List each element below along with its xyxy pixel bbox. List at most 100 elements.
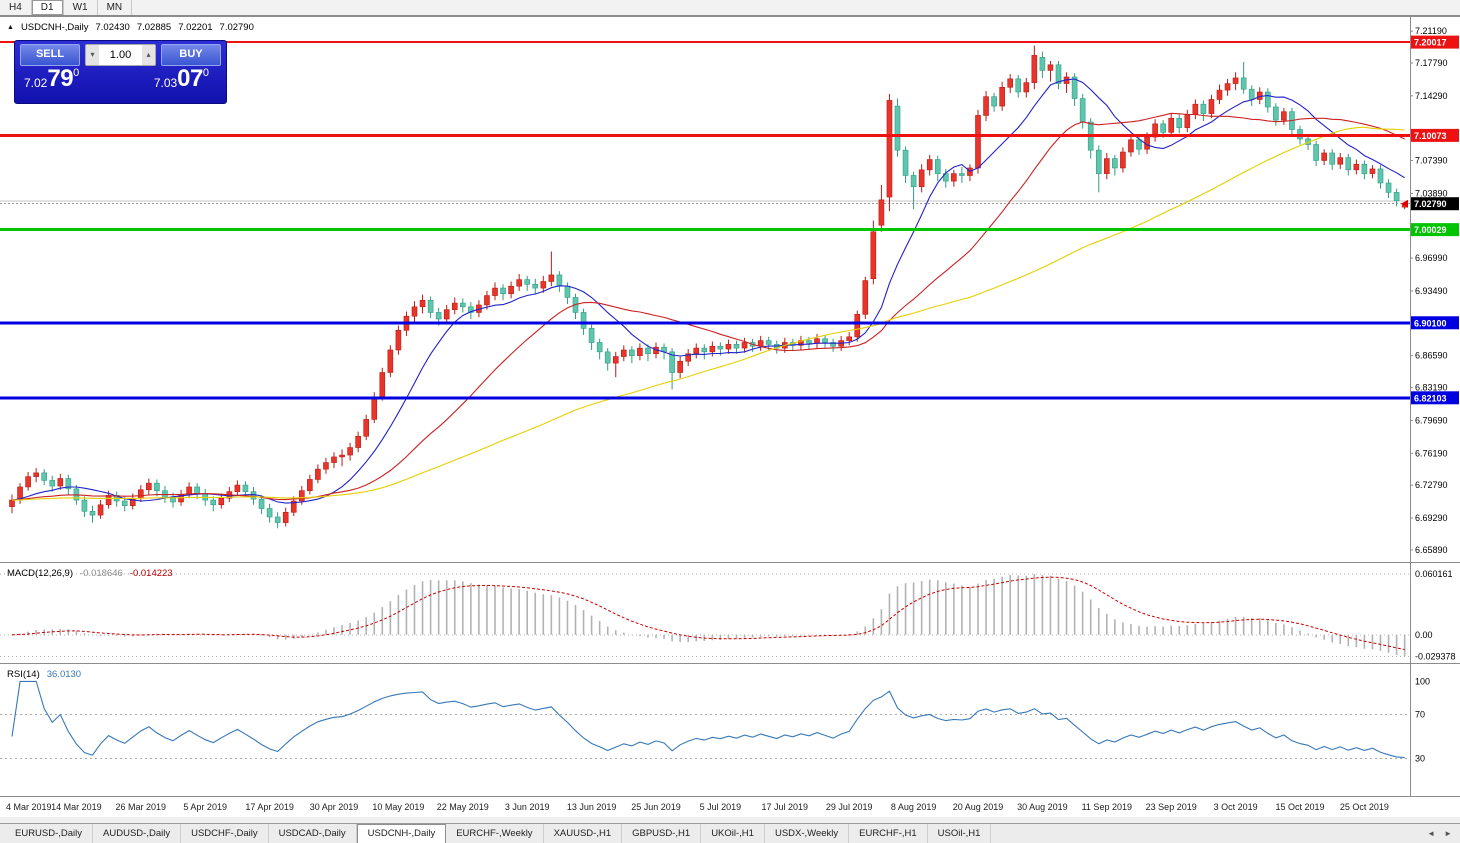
svg-text:6.86590: 6.86590 (1415, 351, 1448, 361)
svg-text:25 Oct 2019: 25 Oct 2019 (1340, 802, 1389, 812)
macd-signal-value: -0.014223 (129, 568, 173, 579)
chart-tab-usdcnh-daily[interactable]: USDCNH-,Daily (356, 824, 447, 843)
svg-text:3 Jun 2019: 3 Jun 2019 (505, 802, 550, 812)
chart-tab-eurchf-weekly[interactable]: EURCHF-,Weekly (446, 824, 544, 843)
svg-text:5 Apr 2019: 5 Apr 2019 (183, 802, 227, 812)
ma-line-10 (11, 78, 1405, 504)
buy-price-display: 7.03 07 0 (154, 67, 209, 91)
svg-text:-0.029378: -0.029378 (1415, 651, 1456, 661)
macd-indicator-label: MACD(12,26,9) -0.018646 -0.014223 (7, 568, 173, 579)
ma-line-60 (11, 126, 1405, 501)
sell-price-big: 79 (47, 65, 74, 92)
svg-text:4 Mar 2019: 4 Mar 2019 (6, 802, 52, 812)
timeframe-button-h4[interactable]: H4 (0, 0, 32, 15)
chart-tab-gbpusd-h1[interactable]: GBPUSD-,H1 (622, 824, 702, 843)
horizontal-scrollbar[interactable] (0, 817, 1460, 823)
chart-tab-xauusd-h1[interactable]: XAUUSD-,H1 (544, 824, 623, 843)
macd-main-value: -0.018646 (80, 568, 123, 579)
chart-tab-usdx-weekly[interactable]: USDX-,Weekly (765, 824, 850, 843)
timeframe-toolbar: H4 D1 W1 MN (0, 0, 1460, 16)
symbol-label: USDCNH-,Daily (20, 22, 89, 33)
svg-text:13 Jun 2019: 13 Jun 2019 (567, 802, 617, 812)
svg-text:7.20017: 7.20017 (1414, 38, 1447, 48)
svg-text:6.76190: 6.76190 (1415, 448, 1448, 458)
buy-price-small: 7.03 (153, 76, 178, 90)
chart-tab-ukoil-h1[interactable]: UKOil-,H1 (701, 824, 765, 843)
ohlc-close: 7.02790 (219, 22, 254, 33)
rsi-name: RSI(14) (7, 669, 40, 680)
price-badge-7.20017 (1411, 35, 1459, 49)
ohlc-open: 7.02430 (95, 22, 130, 33)
svg-text:100: 100 (1415, 676, 1430, 686)
svg-text:6.96990: 6.96990 (1415, 253, 1448, 263)
price-arrow-marker (1401, 199, 1408, 208)
chart-canvas[interactable]: 7.21190 7.17790 7.14290 7.07390 7.03890 6.969… (0, 0, 1460, 823)
svg-text:15 Oct 2019: 15 Oct 2019 (1275, 802, 1324, 812)
chart-tab-usdcad-daily[interactable]: USDCAD-,Daily (269, 824, 357, 843)
tab-scroll-right-icon[interactable]: ► (1444, 829, 1452, 838)
lot-size-field: ▾ ▴ (85, 44, 156, 66)
svg-text:6.90100: 6.90100 (1414, 318, 1447, 328)
timeframe-button-d1[interactable]: D1 (31, 0, 64, 15)
svg-text:70: 70 (1415, 709, 1425, 719)
macd-signal-line (11, 576, 1405, 651)
svg-text:7.14290: 7.14290 (1415, 91, 1448, 101)
price-badge-6.90100 (1411, 316, 1459, 330)
ohlc-low: 7.02201 (178, 22, 213, 33)
chart-tab-usoil-h1[interactable]: USOil-,H1 (928, 824, 992, 843)
svg-text:7.10073: 7.10073 (1414, 131, 1447, 141)
sell-price-display: 7.02 79 0 (24, 67, 79, 91)
svg-text:6.82103: 6.82103 (1414, 393, 1447, 403)
chart-tab-eurchf-h1[interactable]: EURCHF-,H1 (849, 824, 928, 843)
timeframe-button-w1[interactable]: W1 (64, 0, 98, 15)
svg-text:26 Mar 2019: 26 Mar 2019 (116, 802, 167, 812)
svg-text:10 May 2019: 10 May 2019 (372, 802, 424, 812)
svg-text:22 May 2019: 22 May 2019 (437, 802, 489, 812)
svg-text:6.79690: 6.79690 (1415, 415, 1448, 425)
tab-scroll-controls: ◄ ► (1419, 824, 1460, 843)
collapse-arrow-icon[interactable]: ▲ (7, 24, 14, 31)
tab-scroll-left-icon[interactable]: ◄ (1427, 829, 1436, 838)
svg-text:11 Sep 2019: 11 Sep 2019 (1082, 802, 1132, 812)
ohlc-high: 7.02885 (136, 22, 172, 33)
svg-text:7.21190: 7.21190 (1415, 26, 1447, 36)
svg-text:30 Apr 2019: 30 Apr 2019 (310, 802, 359, 812)
timeframe-button-mn[interactable]: MN (98, 0, 133, 15)
lot-decrease-button[interactable]: ▾ (86, 45, 99, 65)
chart-tab-audusd-daily[interactable]: AUDUSD-,Daily (93, 824, 182, 843)
svg-text:6.65890: 6.65890 (1415, 545, 1448, 555)
svg-text:7.03890: 7.03890 (1415, 188, 1448, 198)
svg-text:7.07390: 7.07390 (1415, 156, 1448, 166)
svg-text:14 Mar 2019: 14 Mar 2019 (51, 802, 102, 812)
svg-text:17 Apr 2019: 17 Apr 2019 (245, 802, 294, 812)
lot-increase-button[interactable]: ▴ (142, 45, 155, 65)
svg-text:8 Aug 2019: 8 Aug 2019 (891, 802, 937, 812)
ma-line-25 (11, 112, 1405, 501)
svg-text:7.02790: 7.02790 (1414, 199, 1447, 209)
chart-tab-eurusd-daily[interactable]: EURUSD-,Daily (5, 824, 94, 843)
chart-tabs: EURUSD-,Daily AUDUSD-,Daily USDCHF-,Daily U… (0, 824, 1419, 843)
price-badge-7.02790 (1411, 197, 1459, 211)
svg-text:6.93490: 6.93490 (1415, 286, 1448, 296)
chart-tab-usdchf-daily[interactable]: USDCHF-,Daily (181, 824, 269, 843)
buy-price-sup: 0 (202, 67, 209, 79)
svg-text:30 Aug 2019: 30 Aug 2019 (1017, 802, 1068, 812)
svg-text:0.00: 0.00 (1415, 630, 1433, 640)
svg-text:25 Jun 2019: 25 Jun 2019 (631, 802, 681, 812)
svg-text:17 Jul 2019: 17 Jul 2019 (762, 802, 809, 812)
svg-text:6.83190: 6.83190 (1415, 383, 1448, 393)
svg-text:29 Jul 2019: 29 Jul 2019 (826, 802, 873, 812)
rsi-line (11, 680, 1405, 759)
sell-button[interactable]: SELL (20, 44, 80, 66)
svg-text:5 Jul 2019: 5 Jul 2019 (700, 802, 742, 812)
buy-button[interactable]: BUY (161, 44, 221, 66)
lot-size-input[interactable] (99, 45, 142, 65)
price-badge-6.82103 (1411, 391, 1459, 405)
macd-name: MACD(12,26,9) (7, 568, 73, 579)
sell-price-small: 7.02 (24, 76, 48, 90)
svg-text:7.17790: 7.17790 (1415, 58, 1448, 68)
svg-text:30: 30 (1415, 754, 1425, 764)
svg-text:6.72790: 6.72790 (1415, 480, 1448, 490)
price-badge-7.10073 (1411, 128, 1459, 142)
